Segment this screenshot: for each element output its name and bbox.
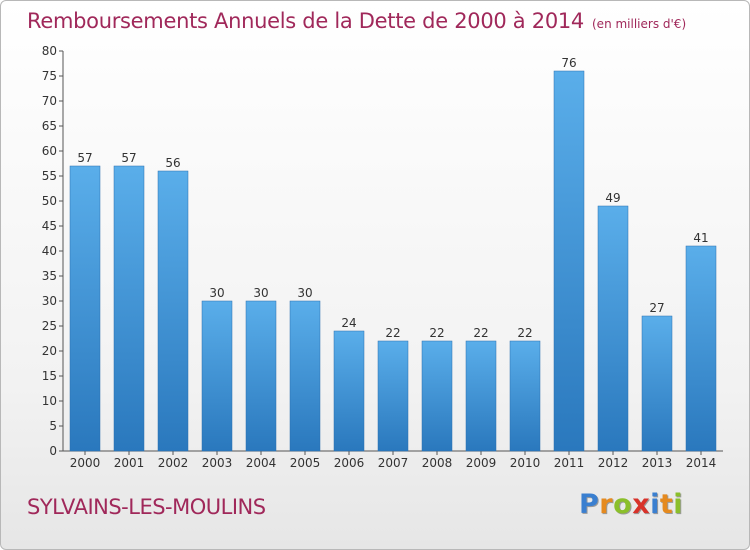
data-label: 22 (473, 326, 488, 340)
bar (289, 300, 321, 452)
y-tick-label: 0 (49, 444, 57, 458)
logo-letter: o (613, 489, 633, 520)
y-tick-label: 15 (42, 369, 57, 383)
bar (201, 300, 233, 452)
x-tick-label: 2010 (510, 456, 541, 470)
y-tick-label: 35 (42, 269, 57, 283)
logo-letter: r (599, 489, 614, 520)
data-label: 57 (121, 151, 136, 165)
bar (597, 205, 629, 452)
logo-letter: x (632, 489, 651, 520)
data-label: 27 (649, 301, 664, 315)
y-tick-label: 25 (42, 319, 57, 333)
data-label: 22 (385, 326, 400, 340)
logo-letter: i (650, 489, 660, 520)
y-tick-label: 70 (42, 94, 57, 108)
data-label: 24 (341, 316, 356, 330)
data-label: 30 (297, 286, 312, 300)
y-tick-label: 10 (42, 394, 57, 408)
data-label: 41 (693, 231, 708, 245)
data-label: 76 (561, 56, 576, 70)
bar (377, 340, 409, 452)
y-tick-label: 45 (42, 219, 57, 233)
logo-letter: P (579, 489, 600, 520)
x-tick-label: 2012 (598, 456, 629, 470)
bar (641, 315, 673, 452)
bar (157, 170, 189, 452)
bar (113, 165, 145, 452)
x-tick-label: 2008 (422, 456, 453, 470)
chart-title: Remboursements Annuels de la Dette de 20… (27, 9, 686, 33)
x-tick-label: 2013 (642, 456, 673, 470)
proxiti-logo: Proxiti (579, 489, 683, 520)
y-tick-label: 50 (42, 194, 57, 208)
data-label: 30 (209, 286, 224, 300)
title-text: Remboursements Annuels de la Dette de 20… (27, 9, 584, 33)
logo-letter: t (659, 489, 674, 520)
bar (465, 340, 497, 452)
x-tick-label: 2011 (554, 456, 585, 470)
y-tick-label: 60 (42, 144, 57, 158)
x-tick-label: 2003 (202, 456, 233, 470)
x-tick-label: 2014 (686, 456, 717, 470)
x-tick-label: 2007 (378, 456, 409, 470)
data-label: 22 (517, 326, 532, 340)
town-name: SYLVAINS-LES-MOULINS (27, 495, 266, 519)
y-tick-label: 20 (42, 344, 57, 358)
bar (553, 70, 585, 452)
data-label: 22 (429, 326, 444, 340)
x-tick-label: 2004 (246, 456, 277, 470)
y-tick-label: 65 (42, 119, 57, 133)
bar (333, 330, 365, 452)
y-tick-label: 30 (42, 294, 57, 308)
x-tick-label: 2000 (70, 456, 101, 470)
y-tick-label: 75 (42, 69, 57, 83)
data-label: 56 (165, 156, 180, 170)
bar (69, 165, 101, 452)
y-tick-label: 40 (42, 244, 57, 258)
x-tick-label: 2006 (334, 456, 365, 470)
x-tick-label: 2005 (290, 456, 321, 470)
bar (509, 340, 541, 452)
bar (685, 245, 717, 452)
logo-letter: i (673, 489, 684, 520)
bar (421, 340, 453, 452)
x-tick-label: 2009 (466, 456, 497, 470)
unit-text: (en milliers d'€) (592, 17, 687, 31)
data-label: 30 (253, 286, 268, 300)
y-tick-label: 5 (49, 419, 57, 433)
data-label: 49 (605, 191, 620, 205)
y-tick-label: 80 (42, 44, 57, 58)
x-tick-label: 2001 (114, 456, 145, 470)
x-tick-label: 2002 (158, 456, 189, 470)
data-label: 57 (77, 151, 92, 165)
y-tick-label: 55 (42, 169, 57, 183)
bar (245, 300, 277, 452)
